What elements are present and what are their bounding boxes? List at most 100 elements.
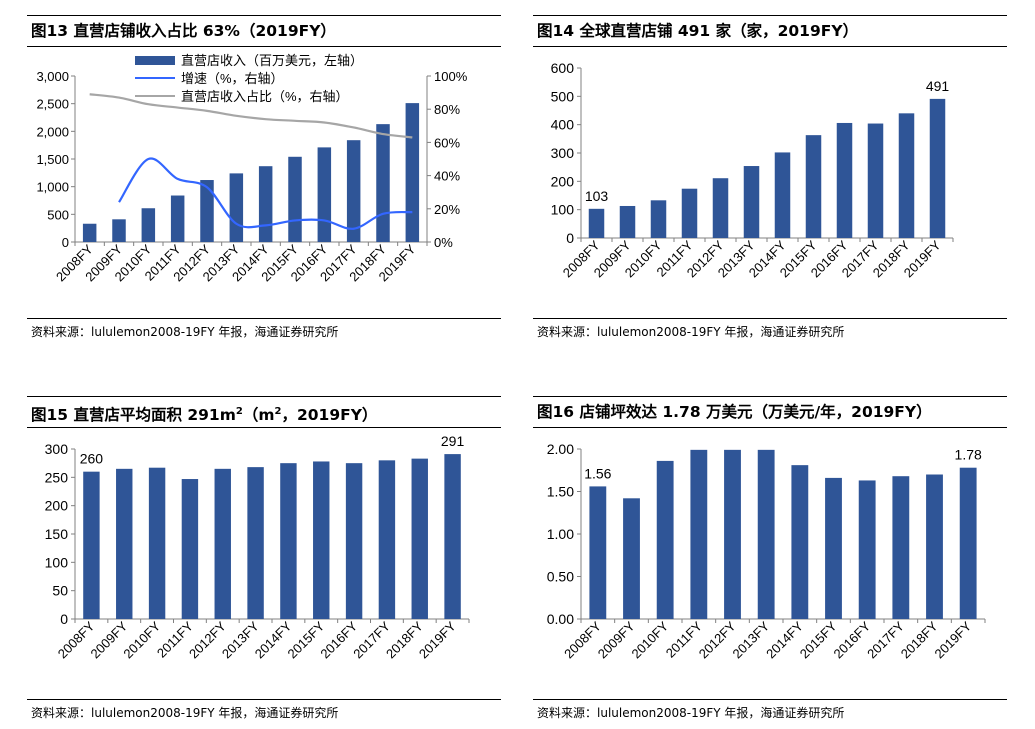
bar <box>82 223 97 242</box>
x-tick-label: 2010FY <box>120 618 163 661</box>
chart-title: 图14 全球直营店铺 491 家（家，2019FY） <box>533 15 1007 47</box>
y-tick-label: 1.00 <box>547 526 574 542</box>
x-tick-label: 2019FY <box>416 618 459 661</box>
bar <box>774 152 791 238</box>
bar <box>317 147 332 242</box>
bar <box>405 103 420 242</box>
bar <box>743 166 760 238</box>
bar <box>724 449 741 619</box>
bar <box>690 449 708 619</box>
chart-svg: 0501001502002503002008FY2009FY2010FY2011… <box>45 433 470 661</box>
bar <box>247 467 264 619</box>
bar <box>200 180 214 242</box>
bar <box>346 140 361 242</box>
y-tick-label: 200 <box>551 173 575 189</box>
chart-panel-15: 图15 直营店平均面积 291m2（m2，2019FY） 0 50 100 150 20… <box>27 396 501 726</box>
y-tick-label: 0.50 <box>547 569 574 585</box>
data-label: 1.56 <box>584 465 611 481</box>
bar <box>898 113 915 238</box>
bar <box>214 468 231 619</box>
y-tick-label: 2.00 <box>547 441 574 457</box>
bar <box>712 178 729 238</box>
y-left-tick-label: 1,500 <box>36 152 69 167</box>
bar <box>116 468 133 619</box>
chart-title: 图15 直营店平均面积 291m2（m2，2019FY） <box>27 396 501 428</box>
bar <box>444 454 461 619</box>
data-label: 291 <box>441 433 465 449</box>
y-tick-label: 0 <box>60 611 68 627</box>
x-tick-label: 2010FY <box>628 618 671 661</box>
y-left-tick-label: 1,000 <box>36 180 69 195</box>
data-label: 491 <box>926 78 950 94</box>
chart-title: 图16 店铺坪效达 1.78 万美元（万美元/年，2019FY） <box>533 396 1007 428</box>
chart-panel-16: 图16 店铺坪效达 1.78 万美元（万美元/年，2019FY） 0.00 0.5… <box>533 396 1007 726</box>
bar <box>959 467 977 619</box>
y-right-tick-label: 80% <box>434 102 460 117</box>
bar <box>141 208 156 242</box>
bar <box>280 463 297 619</box>
y-left-tick-label: 2,000 <box>36 124 69 139</box>
bar <box>229 173 244 242</box>
bar <box>836 122 853 238</box>
bar <box>757 449 775 619</box>
bar <box>929 98 946 238</box>
bar <box>112 219 126 242</box>
bar <box>650 200 667 238</box>
bar <box>345 463 363 619</box>
y-tick-label: 100 <box>45 554 69 570</box>
chart-source: 资料来源：lululemon2008-19FY 年报，海通证券研究所 <box>27 318 501 345</box>
bar <box>83 471 100 619</box>
y-tick-label: 500 <box>551 88 575 104</box>
chart-svg: 0.000.501.001.502.002008FY2009FY2010FY20… <box>547 441 986 661</box>
bar <box>926 474 943 619</box>
y-right-tick-label: 40% <box>434 169 460 184</box>
y-tick-label: 600 <box>551 60 575 76</box>
y-left-tick-label: 500 <box>47 207 69 222</box>
y-tick-label: 250 <box>45 469 69 485</box>
bar <box>170 195 185 242</box>
bar <box>867 123 884 238</box>
bar <box>313 461 330 619</box>
y-tick-label: 0 <box>566 230 574 246</box>
y-tick-label: 1.50 <box>547 484 574 500</box>
bar <box>376 124 390 242</box>
bar <box>589 486 607 619</box>
bar <box>656 460 674 619</box>
bar <box>378 460 396 619</box>
legend-label: 直营店收入占比（%，右轴） <box>181 89 349 104</box>
chart-svg: 0 500 1,000 1,500 2,000 2,500 3,000 0% 20% 40% 60%… <box>36 53 468 284</box>
data-label: 260 <box>80 451 104 467</box>
y-tick-label: 0.00 <box>547 611 574 627</box>
chart-svg: 01002003004005006002008FY2009FY2010FY201… <box>551 60 954 280</box>
y-right-tick-label: 0% <box>434 235 453 250</box>
bar <box>148 467 166 619</box>
chart-source: 资料来源：lululemon2008-19FY 年报，海通证券研究所 <box>533 699 1007 726</box>
bar <box>892 476 910 619</box>
chart-panel-14: 图14 全球直营店铺 491 家（家，2019FY） 0 100 200 300 400… <box>533 15 1007 345</box>
y-tick-label: 50 <box>52 583 68 599</box>
bar <box>411 458 428 619</box>
bar <box>588 208 605 238</box>
bar <box>288 156 302 242</box>
y-tick-label: 100 <box>551 202 575 218</box>
y-tick-label: 300 <box>551 145 575 161</box>
y-right-tick-label: 60% <box>434 135 460 150</box>
legend-swatch <box>135 56 175 65</box>
y-right-tick-label: 100% <box>434 69 468 84</box>
legend-label: 直营店收入（百万美元，左轴） <box>181 53 363 68</box>
bar <box>805 135 822 238</box>
data-label: 103 <box>585 188 609 204</box>
y-left-tick-label: 0 <box>62 235 69 250</box>
y-left-tick-label: 2,500 <box>36 97 69 112</box>
y-tick-label: 200 <box>45 498 69 514</box>
bar <box>858 480 876 619</box>
bar <box>258 166 273 242</box>
legend-label: 增速（%，右轴） <box>181 71 284 86</box>
series-line <box>118 157 413 230</box>
bar <box>681 188 698 238</box>
series-line <box>89 93 413 139</box>
y-right-tick-label: 20% <box>434 202 460 217</box>
x-tick-label: 2019FY <box>931 618 974 661</box>
chart-source: 资料来源：lululemon2008-19FY 年报，海通证券研究所 <box>533 318 1007 345</box>
chart-source: 资料来源：lululemon2008-19FY 年报，海通证券研究所 <box>27 699 501 726</box>
